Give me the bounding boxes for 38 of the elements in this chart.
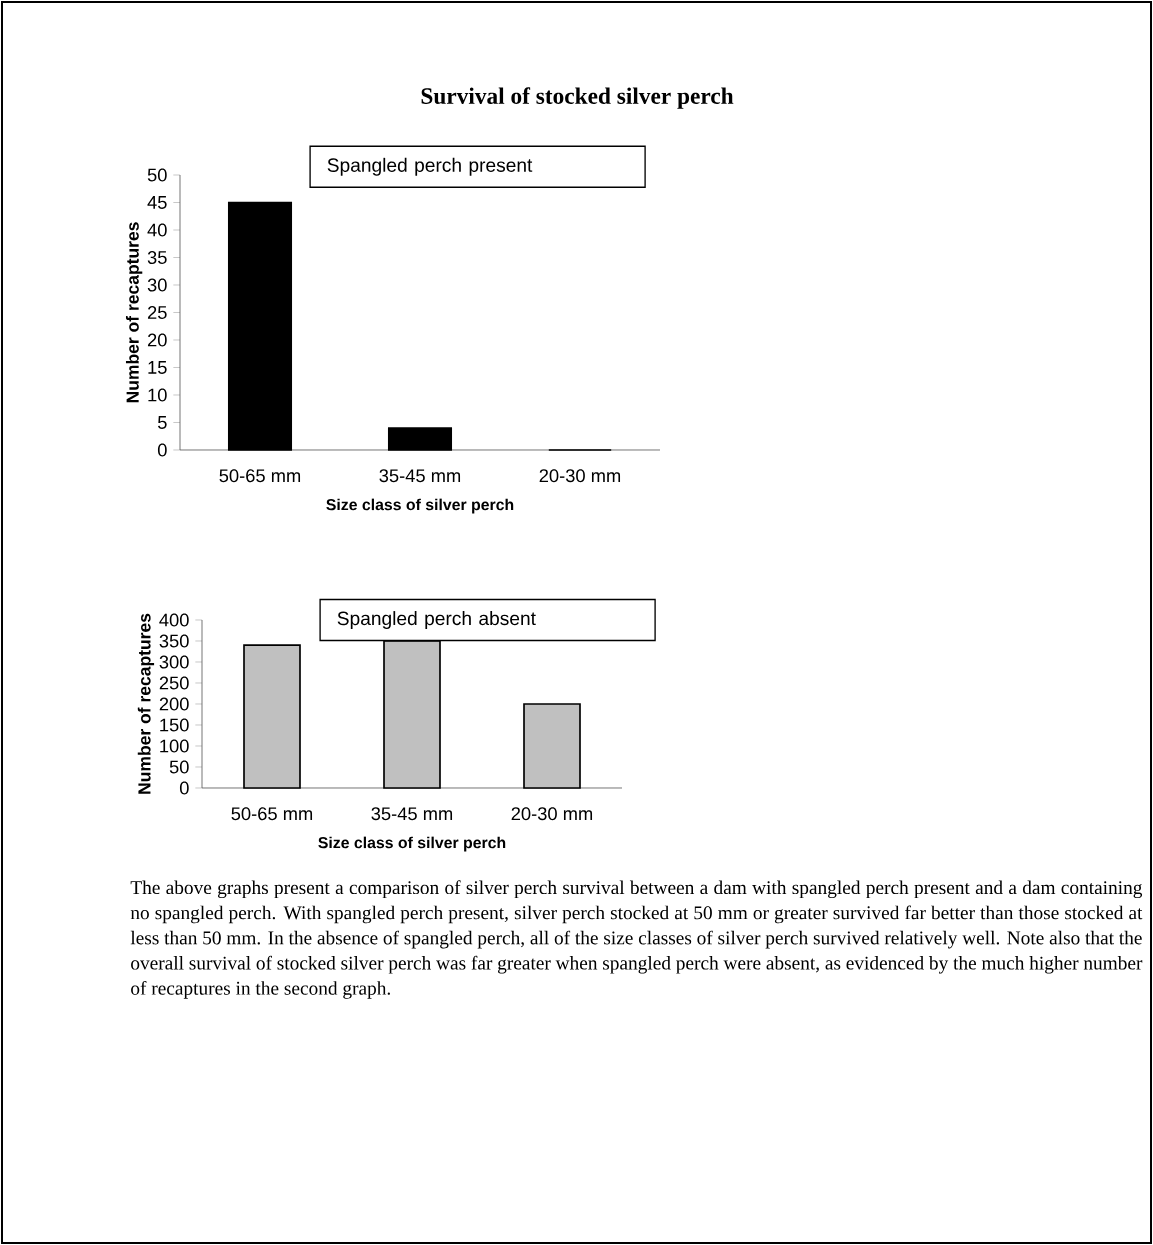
y-tick-label: 300 <box>159 655 189 669</box>
x-tick-label: 50-65 mm <box>219 469 301 483</box>
x-axis-title: Size class of silver perch <box>318 836 506 852</box>
text: The above graphs present a comparison of silver perch survival between a dam with spangled perch present and a dam containing no spangled perch. With spangled perch present, silver perch stocked at 50 mm or greater survived far better than those stocked at less than 50 mm. In the absence of spangled perch, all of the size classes of silver perch survived relatively well. Note also that the overall survival of stocked silver perch was far greater when spangled perch were absent, as evidenced by the much higher number of recaptures in the second graph. <box>130 880 1143 999</box>
y-tick-label: 100 <box>160 739 189 753</box>
bar <box>523 703 581 789</box>
y-tick-label: 0 <box>179 781 189 795</box>
y-axis-title: Number of recaptures <box>137 613 155 794</box>
y-tick-label: 0 <box>157 443 167 457</box>
x-tick-label: 20-30 mm <box>539 469 621 483</box>
y-axis-title: Number of recaptures <box>125 222 143 403</box>
y-tick-label: 250 <box>159 676 189 690</box>
x-tick-label: 20-30 mm <box>511 807 593 821</box>
chart-title: Survival of stocked silver perch <box>421 87 734 109</box>
y-tick-label: 50 <box>147 168 167 182</box>
y-tick-label: 35 <box>147 251 167 264</box>
y-tick-label: 10 <box>148 388 167 402</box>
y-tick-label: 30 <box>147 278 167 292</box>
annotation: Spangled perch present <box>327 157 533 176</box>
y-tick-label: 350 <box>159 634 189 648</box>
bar <box>387 427 453 451</box>
y-tick-label: 40 <box>147 223 167 237</box>
y-tick-label: 50 <box>169 760 189 774</box>
y-tick-label: 200 <box>159 697 189 711</box>
y-tick-label: 45 <box>147 196 167 209</box>
y-tick-label: 20 <box>147 333 167 347</box>
x-tick-label: 35-45 mm <box>379 469 461 483</box>
bar <box>243 644 301 789</box>
y-tick-label: 5 <box>157 416 167 429</box>
annotation: Spangled perch absent <box>337 611 536 629</box>
x-axis-title: Size class of silver perch <box>326 498 514 514</box>
bar <box>227 201 293 451</box>
y-tick-label: 150 <box>160 718 189 732</box>
x-tick-label: 50-65 mm <box>231 807 313 821</box>
y-tick-label: 15 <box>148 361 167 374</box>
y-tick-label: 400 <box>159 613 189 627</box>
x-tick-label: 35-45 mm <box>371 807 453 821</box>
y-tick-label: 25 <box>147 306 167 319</box>
